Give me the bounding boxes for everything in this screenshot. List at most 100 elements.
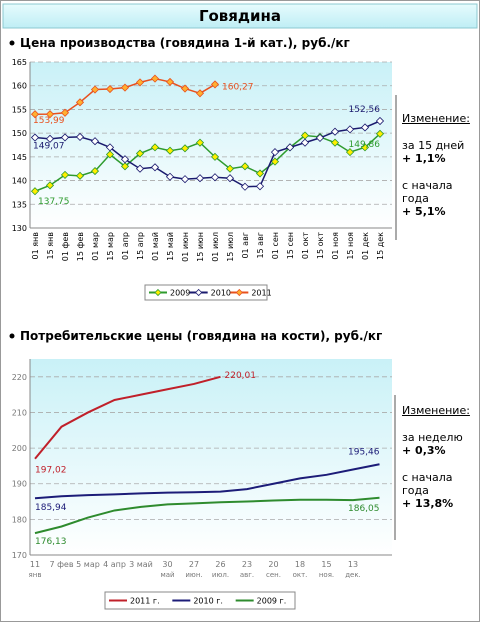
legend-box bbox=[104, 591, 296, 610]
plot-area bbox=[30, 62, 392, 228]
x-tick-month: июн. bbox=[185, 571, 202, 579]
point-marker bbox=[345, 148, 355, 157]
x-tick-label: 15 фев bbox=[76, 232, 85, 261]
legend-marker bbox=[154, 288, 162, 297]
point-marker bbox=[375, 129, 385, 138]
point-marker bbox=[150, 74, 160, 83]
y-tick-label: 130 bbox=[12, 224, 27, 233]
value-label: 195,46 bbox=[348, 447, 380, 457]
point-marker bbox=[180, 84, 190, 93]
point-marker bbox=[30, 133, 40, 142]
x-tick-label: 01 мар bbox=[91, 232, 100, 261]
point-marker bbox=[300, 138, 310, 147]
y-tick-label: 160 bbox=[12, 82, 27, 91]
x-tick-label: 15 ноя bbox=[346, 232, 355, 260]
point-marker bbox=[75, 132, 85, 142]
x-tick-month: янв bbox=[29, 571, 42, 579]
y-tick-label: 180 bbox=[12, 515, 27, 524]
point-marker bbox=[90, 137, 100, 146]
point-marker bbox=[360, 143, 370, 152]
point-marker bbox=[135, 164, 145, 173]
series-line bbox=[34, 463, 380, 500]
y-tick-label: 165 bbox=[12, 58, 27, 67]
point-marker bbox=[105, 143, 115, 152]
point-marker bbox=[135, 78, 145, 87]
point-marker bbox=[195, 138, 205, 147]
point-marker bbox=[225, 164, 235, 173]
annotation: с начала года bbox=[402, 179, 453, 205]
x-tick-month: май bbox=[160, 571, 174, 579]
x-tick-label: 13 bbox=[348, 560, 358, 569]
y-tick-label: 150 bbox=[12, 129, 27, 138]
value-label: 185,94 bbox=[35, 503, 67, 513]
x-tick-label: 7 фев bbox=[49, 560, 73, 569]
point-marker bbox=[240, 162, 250, 171]
value-label: 149,86 bbox=[349, 140, 381, 150]
x-tick-label: 20 bbox=[268, 560, 278, 569]
x-tick-label: 4 апр bbox=[103, 560, 126, 569]
y-tick-label: 170 bbox=[12, 551, 27, 560]
annotation: Изменение: bbox=[402, 112, 470, 125]
bullet bbox=[9, 40, 15, 46]
x-tick-label: 15 авг bbox=[256, 232, 265, 259]
point-marker bbox=[120, 155, 130, 164]
x-tick-label: 11 bbox=[30, 560, 40, 569]
point-marker bbox=[210, 80, 220, 89]
point-marker bbox=[45, 181, 55, 190]
annotation: + 1,1% bbox=[402, 152, 446, 165]
x-tick-label: 15 bbox=[321, 560, 331, 569]
point-marker bbox=[165, 172, 175, 181]
point-marker bbox=[255, 169, 265, 178]
x-tick-label: 01 апр bbox=[121, 232, 130, 260]
y-tick-label: 190 bbox=[12, 480, 27, 489]
x-tick-label: 18 bbox=[295, 560, 305, 569]
x-tick-label: 01 фев bbox=[61, 232, 70, 261]
x-tick-month: авг. bbox=[240, 571, 254, 579]
point-marker bbox=[240, 182, 250, 191]
point-marker bbox=[285, 143, 295, 152]
x-tick-month: ноя. bbox=[319, 571, 334, 579]
x-tick-label: 01 май bbox=[151, 232, 160, 261]
bullet bbox=[9, 333, 15, 339]
annotation: + 13,8% bbox=[402, 497, 454, 510]
x-tick-label: 15 июн bbox=[196, 232, 205, 262]
x-tick-label: 01 янв bbox=[31, 232, 40, 260]
annotation: + 5,1% bbox=[402, 205, 446, 218]
plot-area bbox=[30, 359, 392, 555]
point-marker bbox=[90, 85, 100, 94]
value-label: 153,99 bbox=[33, 116, 65, 126]
y-tick-label: 145 bbox=[12, 153, 27, 162]
x-tick-label: 15 мар bbox=[106, 232, 115, 261]
legend-label: 2010 г. bbox=[193, 597, 223, 606]
x-tick-label: 23 bbox=[242, 560, 252, 569]
value-label: 220,01 bbox=[225, 371, 257, 381]
legend-label: 2009 г. bbox=[257, 597, 287, 606]
x-tick-label: 15 окт bbox=[316, 232, 325, 259]
point-marker bbox=[270, 148, 280, 157]
y-tick-label: 135 bbox=[12, 200, 27, 209]
header-box bbox=[2, 3, 478, 29]
point-marker bbox=[90, 167, 100, 176]
series-line bbox=[34, 375, 221, 460]
y-tick-label: 210 bbox=[12, 408, 27, 417]
point-marker bbox=[105, 150, 115, 159]
point-marker bbox=[60, 108, 70, 117]
annotation: Изменение: bbox=[402, 404, 470, 417]
point-marker bbox=[150, 143, 160, 152]
value-label: 149,07 bbox=[33, 142, 65, 152]
x-tick-label: 01 июн bbox=[181, 232, 190, 262]
point-marker bbox=[225, 174, 235, 183]
chart-title: Потребительские цены (говядина на кости)… bbox=[20, 329, 382, 343]
point-marker bbox=[210, 152, 220, 161]
point-marker bbox=[60, 170, 70, 179]
x-tick-label: 01 дек bbox=[361, 232, 370, 260]
value-label: 160,27 bbox=[222, 82, 254, 92]
x-tick-label: 15 янв bbox=[46, 232, 55, 260]
point-marker bbox=[120, 162, 130, 171]
value-label: 176,13 bbox=[35, 537, 67, 547]
x-tick-month: июл. bbox=[212, 571, 229, 579]
point-marker bbox=[180, 144, 190, 153]
x-tick-label: 01 окт bbox=[301, 232, 310, 259]
